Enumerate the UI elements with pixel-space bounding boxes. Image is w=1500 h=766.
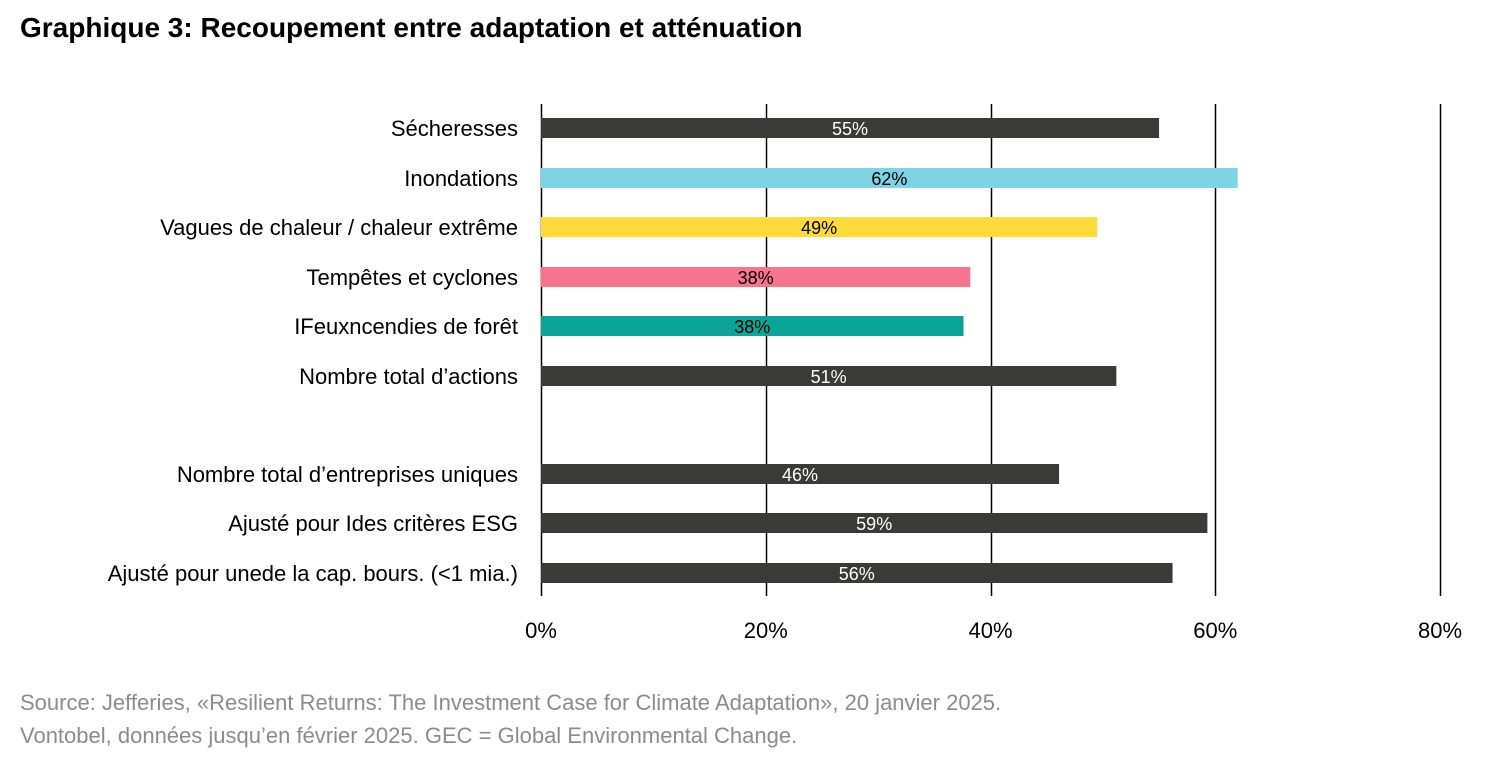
bar-data-label: 62% (871, 169, 907, 189)
bar (541, 217, 1098, 237)
x-tick-label: 60% (1193, 618, 1237, 643)
x-tick-label: 40% (968, 618, 1012, 643)
bar-data-label: 46% (782, 465, 818, 485)
bar-data-label: 51% (811, 367, 847, 387)
category-label: Inondations (404, 166, 518, 191)
bar (541, 168, 1238, 188)
category-label: Nombre total d’entreprises uniques (177, 462, 518, 487)
category-label: Ajusté pour unede la cap. bours. (<1 mia… (108, 561, 518, 586)
source-line: Vontobel, données jusqu’en février 2025.… (20, 723, 798, 748)
bar-chart: 55% 62% 49% 38% 38% 51% 46% 59% 56% Sécheresses I… (108, 104, 1462, 643)
bar (541, 563, 1173, 583)
source-line: Source: Jefferies, «Resilient Returns: T… (20, 690, 1002, 715)
bar (541, 366, 1117, 386)
category-label: IFeuxncendies de forêt (294, 314, 518, 339)
category-label: Ajusté pour Ides critères ESG (228, 511, 518, 536)
bar-data-label: 56% (839, 564, 875, 584)
x-tick-label: 20% (744, 618, 788, 643)
chart-title: Graphique 3: Recoupement entre adaptatio… (20, 12, 803, 43)
bar (541, 118, 1160, 138)
bar-data-label: 38% (738, 268, 774, 288)
x-axis-tick-labels: 0% 20% 40% 60% 80% (525, 618, 1462, 643)
bar (541, 464, 1060, 484)
category-label: Tempêtes et cyclones (306, 265, 518, 290)
x-tick-label: 80% (1418, 618, 1462, 643)
x-tick-label: 0% (525, 618, 557, 643)
bar-data-label: 59% (856, 514, 892, 534)
source-note: Source: Jefferies, «Resilient Returns: T… (20, 686, 1001, 752)
category-labels: Sécheresses Inondations Vagues de chaleur … (108, 116, 518, 586)
bar-data-label: 55% (832, 119, 868, 139)
bar-data-label: 49% (801, 218, 837, 238)
category-label: Sécheresses (391, 116, 518, 141)
category-label: Nombre total d’actions (299, 364, 518, 389)
bar (541, 267, 971, 287)
bars: 55% 62% 49% 38% 38% 51% 46% 59% 56% (541, 118, 1238, 584)
bar (541, 316, 964, 336)
bar (541, 513, 1208, 533)
bar-data-label: 38% (734, 317, 770, 337)
category-label: Vagues de chaleur / chaleur extrême (160, 215, 518, 240)
